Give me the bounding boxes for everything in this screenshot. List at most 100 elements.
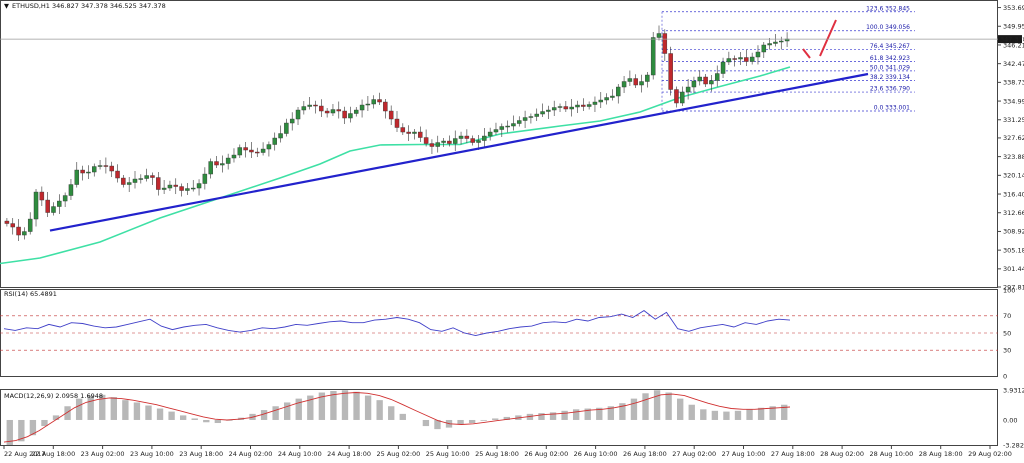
- candle-body: [726, 58, 732, 63]
- candle-body: [51, 206, 56, 213]
- price-tick-label: 327.620: [1003, 134, 1024, 142]
- candle-body: [237, 147, 243, 156]
- candle-body: [39, 191, 45, 201]
- price-tick-label: 331.250: [1003, 116, 1024, 124]
- rsi-tick-label: 0: [1003, 372, 1007, 380]
- candle-body: [662, 33, 668, 54]
- candle-body: [406, 131, 411, 134]
- candle-body: [656, 33, 662, 38]
- fib-level-label: 123.6 352.845: [866, 5, 910, 12]
- candle-body: [418, 131, 423, 138]
- candle-body: [27, 218, 33, 232]
- candle-body: [773, 41, 778, 44]
- candle-body: [680, 91, 685, 104]
- rsi-tick-label: 50: [1003, 329, 1011, 337]
- time-tick-label: 26 Aug 02:00: [524, 450, 568, 458]
- price-tick-label: 334.990: [1003, 97, 1024, 105]
- candle-body: [557, 106, 563, 108]
- time-tick-label: 27 Aug 10:00: [722, 450, 766, 458]
- time-tick-label: 24 Aug 02:00: [229, 450, 273, 458]
- candle-body: [103, 165, 109, 167]
- candle-body: [639, 81, 644, 86]
- time-tick-label: 25 Aug 18:00: [475, 450, 519, 458]
- candle-body: [621, 81, 627, 88]
- candle-body: [4, 220, 10, 224]
- time-tick-label: 23 Aug 02:00: [81, 450, 125, 458]
- candle-body: [435, 142, 440, 147]
- rsi-tick-label: 30: [1003, 347, 1011, 355]
- candle-body: [767, 43, 772, 46]
- candle-body: [109, 165, 114, 172]
- candle-body: [487, 131, 493, 137]
- candle-body: [231, 154, 237, 159]
- candle-body: [365, 103, 371, 106]
- candle-body: [749, 56, 755, 62]
- price-tick-label: 323.880: [1003, 153, 1024, 161]
- macd-tick-label: 0.00: [1003, 416, 1017, 424]
- axis-labels: 353.690 349.950 346.210 342.470 338.730 334.9…: [0, 4, 1024, 458]
- candle-body: [441, 140, 446, 143]
- macd-header: MACD(12,26,9) 2.0958 1.6948: [4, 392, 103, 400]
- time-tick-label: 28 Aug 02:00: [820, 450, 864, 458]
- candle-body: [144, 175, 149, 179]
- candle-body: [616, 86, 621, 97]
- candle-body: [138, 178, 144, 180]
- candle-body: [272, 137, 277, 145]
- candle-body: [458, 135, 464, 139]
- candle-body: [598, 99, 604, 103]
- candle-body: [342, 110, 347, 119]
- time-tick-label: 22 Aug 2017: [4, 450, 46, 458]
- time-tick-label: 27 Aug 02:00: [672, 450, 716, 458]
- candle-body: [86, 171, 91, 174]
- candle-body: [278, 133, 283, 139]
- time-tick-label: 29 Aug 02:00: [968, 450, 1012, 458]
- candle-body: [703, 76, 708, 85]
- time-tick-label: 28 Aug 18:00: [919, 450, 963, 458]
- symbol-dropdown-icon[interactable]: ▼: [4, 2, 9, 10]
- candle-body: [709, 80, 714, 85]
- candle-body: [464, 135, 470, 139]
- candle-body: [517, 120, 522, 124]
- candle-body: [383, 101, 388, 112]
- candle-body: [348, 113, 353, 119]
- fib-level-label: 38.2 339.134: [870, 74, 910, 81]
- candle-body: [720, 61, 726, 74]
- candle-body: [452, 138, 458, 144]
- candle-body: [714, 73, 720, 81]
- candle-body: [732, 58, 737, 60]
- candle-body: [563, 106, 569, 110]
- candle-body: [249, 149, 254, 153]
- rsi-header: RSI(14) 65.4891: [4, 290, 57, 298]
- sma-line: [0, 66, 791, 265]
- time-tick-label: 27 Aug 18:00: [771, 450, 815, 458]
- candle-body: [126, 182, 132, 185]
- macd-panel-frame: [0, 389, 998, 446]
- candle-body: [336, 109, 342, 112]
- time-tick-label: 22 Aug 18:00: [31, 450, 75, 458]
- candle-body: [581, 104, 586, 107]
- candle-body: [604, 97, 609, 101]
- candle-body: [225, 157, 231, 164]
- candle-body: [534, 113, 539, 117]
- candle-body: [650, 37, 656, 76]
- candle-body: [377, 99, 382, 103]
- candle-body: [499, 126, 505, 130]
- candle-body: [68, 184, 74, 196]
- fib-level-label: 61.8 342.923: [870, 55, 910, 62]
- candle-body: [202, 173, 208, 184]
- time-tick-label: 24 Aug 18:00: [327, 450, 371, 458]
- candle-body: [394, 118, 400, 128]
- candle-body: [266, 144, 272, 150]
- candle-body: [167, 184, 173, 189]
- projection-arrows: [802, 19, 837, 59]
- candle-body: [511, 123, 516, 127]
- fib-level-label: 76.4 345.267: [870, 43, 910, 50]
- candle-body: [313, 104, 318, 107]
- candle-body: [528, 116, 534, 118]
- time-tick-label: 25 Aug 10:00: [426, 450, 470, 458]
- candle-body: [196, 183, 202, 189]
- time-tick-label: 26 Aug 18:00: [623, 450, 667, 458]
- time-tick-label: 23 Aug 18:00: [179, 450, 223, 458]
